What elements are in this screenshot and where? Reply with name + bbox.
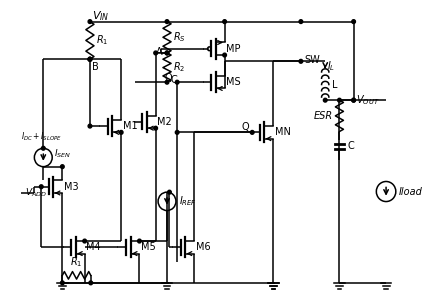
Text: M4: M4 [86,242,101,252]
Circle shape [223,20,227,24]
Text: $R_2$: $R_2$ [173,61,185,74]
Text: Iload: Iload [399,186,423,196]
Text: $R_S$: $R_S$ [173,30,186,44]
Circle shape [83,239,87,243]
Circle shape [88,124,92,128]
Circle shape [88,57,92,61]
Text: $I_{SEN}$: $I_{SEN}$ [54,147,71,160]
Text: ESR: ESR [314,111,333,121]
Text: C: C [348,141,354,151]
Text: L: L [332,79,337,89]
Text: B: B [92,62,99,72]
Circle shape [42,146,45,150]
Circle shape [176,131,179,134]
Circle shape [223,53,227,57]
Circle shape [250,131,254,134]
Circle shape [88,20,92,24]
Text: C: C [170,75,177,85]
Circle shape [167,190,171,194]
Text: M5: M5 [141,242,156,252]
Text: $I_{DC}+I_{SLOPE}$: $I_{DC}+I_{SLOPE}$ [21,130,62,143]
Text: $I_{REF}$: $I_{REF}$ [179,194,197,208]
Circle shape [165,80,169,84]
Circle shape [352,20,355,24]
Circle shape [352,98,355,102]
Text: $R_1$: $R_1$ [96,34,108,47]
Text: A: A [156,47,162,57]
Circle shape [88,57,92,61]
Text: MP: MP [226,44,241,54]
Circle shape [154,51,158,55]
Circle shape [89,281,93,285]
Text: $V_{IN}$: $V_{IN}$ [92,10,110,24]
Text: M3: M3 [64,182,79,192]
Text: SW: SW [304,56,320,66]
Circle shape [165,51,169,55]
Circle shape [138,239,141,243]
Text: Q: Q [164,73,172,83]
Circle shape [40,185,43,188]
Text: M1: M1 [123,121,137,131]
Circle shape [337,98,341,102]
Circle shape [352,98,355,102]
Circle shape [60,165,64,168]
Circle shape [323,98,327,102]
Circle shape [165,51,169,55]
Circle shape [60,281,64,285]
Text: M6: M6 [196,242,210,252]
Circle shape [154,126,158,130]
Text: $I_L$: $I_L$ [327,59,335,73]
Circle shape [88,57,92,61]
Circle shape [176,80,179,84]
Text: $V_{ADD}$: $V_{ADD}$ [25,187,47,199]
Text: MN: MN [275,127,291,137]
Circle shape [165,20,169,24]
Text: $V_{OUT}$: $V_{OUT}$ [357,93,380,107]
Circle shape [299,20,303,24]
Text: MS: MS [226,77,241,87]
Text: Q: Q [242,122,249,132]
Circle shape [119,131,123,134]
Circle shape [299,59,303,63]
Text: M2: M2 [157,117,172,127]
Text: $R_1$: $R_1$ [71,256,83,270]
